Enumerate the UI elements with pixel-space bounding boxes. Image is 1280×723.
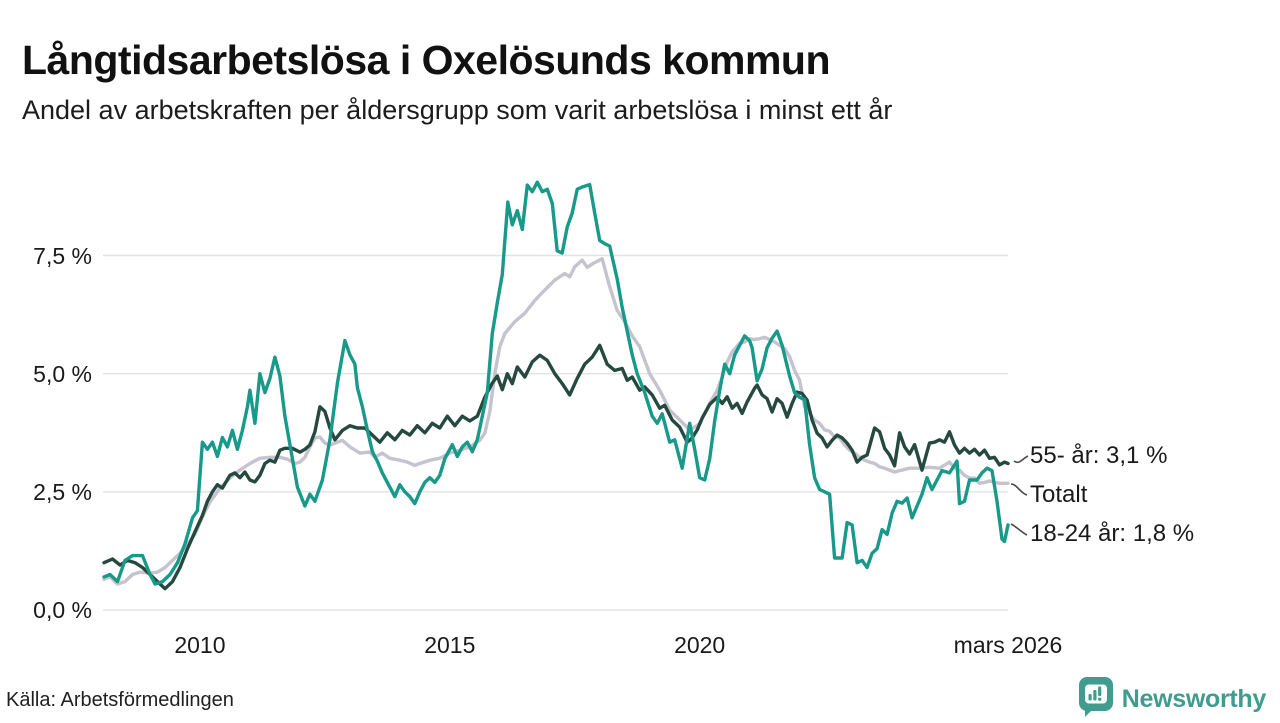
series-line-55-r [102, 343, 1010, 591]
x-tick-label: mars 2026 [953, 632, 1063, 658]
y-tick-label: 7,5 % [33, 242, 92, 269]
x-tick-label: 2020 [674, 632, 726, 658]
series-label-totalt: Totalt [1030, 481, 1088, 508]
series-line-18-24-r [102, 180, 1010, 586]
newsworthy-brand: Newsworthy [1078, 676, 1266, 723]
annotation-connectors [1010, 455, 1029, 536]
series-lines [102, 180, 1010, 591]
series-label-55: 55- år: 3,1 % [1030, 442, 1168, 469]
x-tick-label: 2015 [424, 632, 476, 658]
connector-55 [1013, 455, 1029, 464]
newsworthy-wordmark: Newsworthy [1121, 685, 1267, 713]
series-line-Totalt [102, 257, 1010, 586]
newsworthy-logo-icon [1078, 676, 1114, 723]
page-title: Långtidsarbetslösa i Oxelösunds kommun [22, 37, 831, 84]
chart-subtitle: Andel av arbetskraften per åldersgrupp s… [22, 95, 893, 125]
series-label-18-24: 18-24 år: 1,8 % [1030, 520, 1195, 547]
y-tick-label: 5,0 % [33, 360, 92, 387]
y-tick-label: 2,5 % [33, 478, 92, 505]
source-note: Källa: Arbetsförmedlingen [6, 689, 234, 711]
connector-totalt [1010, 483, 1028, 496]
y-tick-label: 0,0 % [33, 597, 92, 623]
connector-1824 [1010, 523, 1028, 536]
x-tick-label: 2010 [174, 632, 226, 658]
